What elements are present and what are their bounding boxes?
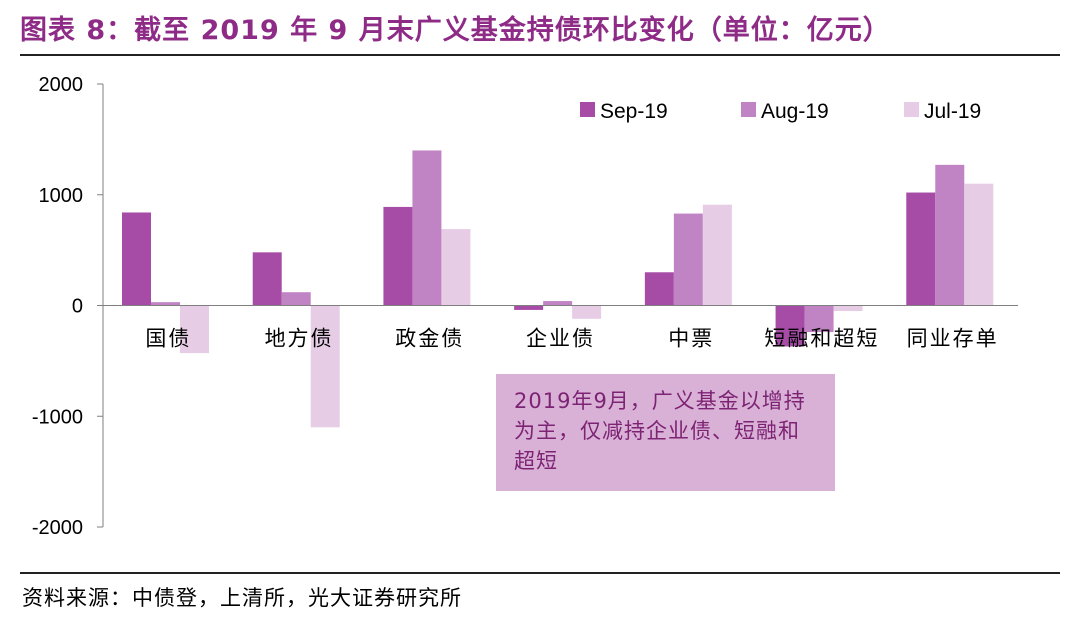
bar-jul-19-0 <box>180 305 209 354</box>
y-axis: 2000 1000 0 -1000 -2000 <box>32 74 104 539</box>
legend: Sep-19 Aug-19 Jul-19 <box>580 100 981 123</box>
chart-title: 图表 8：截至 2019 年 9 月末广义基金持债环比变化（单位：亿元） <box>20 15 891 46</box>
bar-aug-19-5 <box>804 305 834 333</box>
footer-divider <box>20 572 1060 574</box>
annotation-box: 2019年9月，广义基金以增持为主，仅减持企业债、短融和超短 <box>496 374 835 491</box>
x-category-label: 政金债 <box>395 327 464 351</box>
legend-label-jul-19: Jul-19 <box>924 100 981 123</box>
y-tick-label: 0 <box>72 296 83 318</box>
bar-jul-19-1 <box>310 305 340 428</box>
legend-swatch-jul-19 <box>904 102 919 117</box>
bar-jul-19-3 <box>572 305 602 319</box>
bar-jul-19-4 <box>702 204 732 306</box>
bar-sep-19-2 <box>383 206 413 306</box>
bar-jul-19-6 <box>964 183 994 306</box>
bar-sep-19-0 <box>122 212 151 306</box>
bar-sep-19-3 <box>514 305 544 310</box>
y-tick-label: 1000 <box>39 185 84 207</box>
bar-sep-19-1 <box>252 252 282 306</box>
source-note: 资料来源：中债登，上清所，光大证券研究所 <box>22 586 462 610</box>
x-axis: 国债 地方债 政金债 企业债 中票 短融和超短 同业存单 <box>103 305 1018 351</box>
bar-aug-19-0 <box>151 302 180 306</box>
bar-jul-19-2 <box>441 229 471 306</box>
bars <box>122 150 994 428</box>
bar-aug-19-6 <box>935 164 965 306</box>
bar-sep-19-6 <box>906 192 936 306</box>
legend-swatch-aug-19 <box>741 102 756 117</box>
x-category-label: 国债 <box>145 327 191 351</box>
x-category-label: 地方债 <box>265 327 334 351</box>
x-category-label: 企业债 <box>526 327 595 351</box>
legend-label-aug-19: Aug-19 <box>761 100 829 123</box>
bar-aug-19-3 <box>543 301 573 306</box>
bar-chart: 2000 1000 0 -1000 -2000 国债 地方债 政金债 企业债 中票 短融和超短 同业… <box>32 74 1018 539</box>
y-tick-label: 2000 <box>39 74 84 96</box>
x-category-label: 短融和超短 <box>764 327 879 351</box>
bar-sep-19-4 <box>644 272 674 306</box>
legend-swatch-sep-19 <box>580 102 595 117</box>
y-tick-label: -1000 <box>32 406 83 428</box>
x-category-label: 同业存单 <box>907 327 999 351</box>
bar-aug-19-1 <box>281 292 311 306</box>
bar-aug-19-2 <box>412 150 442 306</box>
legend-label-sep-19: Sep-19 <box>600 100 668 123</box>
title-divider <box>20 54 1060 56</box>
x-category-label: 中票 <box>668 327 714 351</box>
bar-sep-19-5 <box>775 305 805 347</box>
bar-jul-19-5 <box>833 305 863 312</box>
y-tick-label: -2000 <box>32 517 83 539</box>
bar-aug-19-4 <box>673 213 703 306</box>
